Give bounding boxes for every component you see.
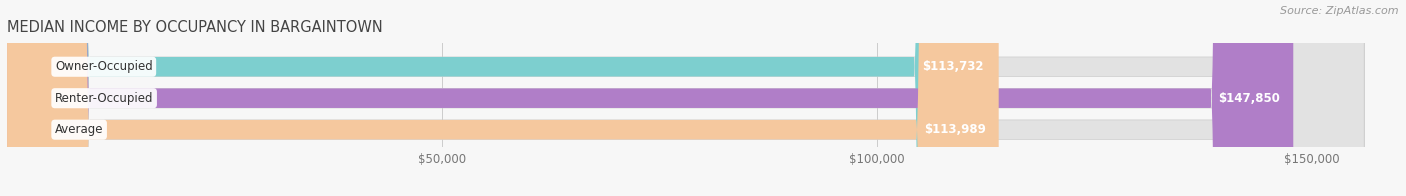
Text: $147,850: $147,850 [1219,92,1281,105]
FancyBboxPatch shape [7,0,997,196]
Text: $113,732: $113,732 [922,60,983,73]
FancyBboxPatch shape [7,0,1364,196]
FancyBboxPatch shape [7,0,1364,196]
Text: $113,989: $113,989 [924,123,986,136]
Text: Renter-Occupied: Renter-Occupied [55,92,153,105]
Text: Average: Average [55,123,104,136]
FancyBboxPatch shape [7,0,998,196]
FancyBboxPatch shape [7,0,1364,196]
Text: Owner-Occupied: Owner-Occupied [55,60,153,73]
Text: Source: ZipAtlas.com: Source: ZipAtlas.com [1281,6,1399,16]
FancyBboxPatch shape [7,0,1294,196]
Text: MEDIAN INCOME BY OCCUPANCY IN BARGAINTOWN: MEDIAN INCOME BY OCCUPANCY IN BARGAINTOW… [7,20,382,35]
